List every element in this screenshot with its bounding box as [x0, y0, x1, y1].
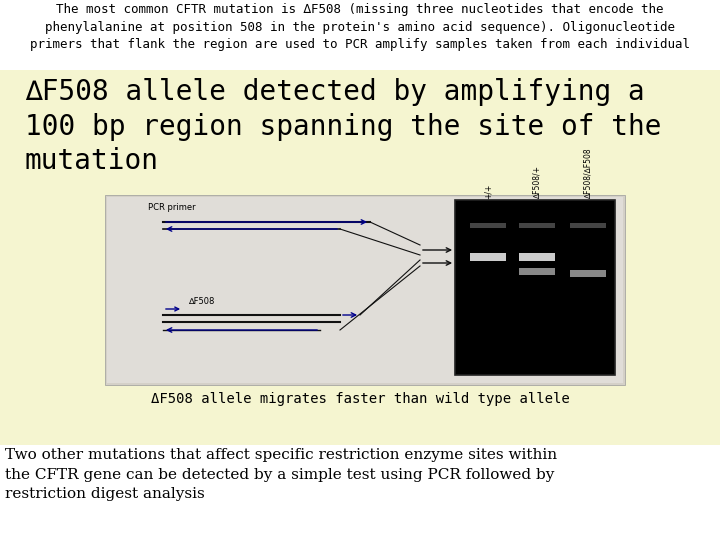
Bar: [470, 253, 506, 261]
Text: ∆F508/+: ∆F508/+: [533, 166, 541, 199]
Text: ∆F508 allele detected by amplifying a
100 bp region spanning the site of the
mut: ∆F508 allele detected by amplifying a 10…: [25, 78, 662, 175]
Bar: [455, 200, 615, 375]
Text: The most common CFTR mutation is ∆F508 (missing three nucleotides that encode th: The most common CFTR mutation is ∆F508 (…: [30, 3, 690, 51]
Text: ΔF508 allele migrates faster than wild type allele: ΔF508 allele migrates faster than wild t…: [150, 392, 570, 406]
Bar: [105, 195, 625, 385]
Bar: [519, 253, 555, 261]
Text: Two other mutations that affect specific restriction enzyme sites within
the CFT: Two other mutations that affect specific…: [5, 448, 557, 501]
Bar: [470, 223, 506, 228]
Bar: [519, 223, 555, 228]
Bar: [570, 270, 606, 277]
Bar: [519, 268, 555, 275]
Text: +/+: +/+: [484, 184, 492, 199]
Text: PCR primer: PCR primer: [148, 203, 196, 212]
Bar: [570, 223, 606, 228]
Bar: [0, 70, 720, 445]
Bar: [107, 197, 623, 383]
Text: ∆F508/∆F508: ∆F508/∆F508: [583, 148, 593, 199]
Text: ∆F508: ∆F508: [188, 297, 215, 306]
